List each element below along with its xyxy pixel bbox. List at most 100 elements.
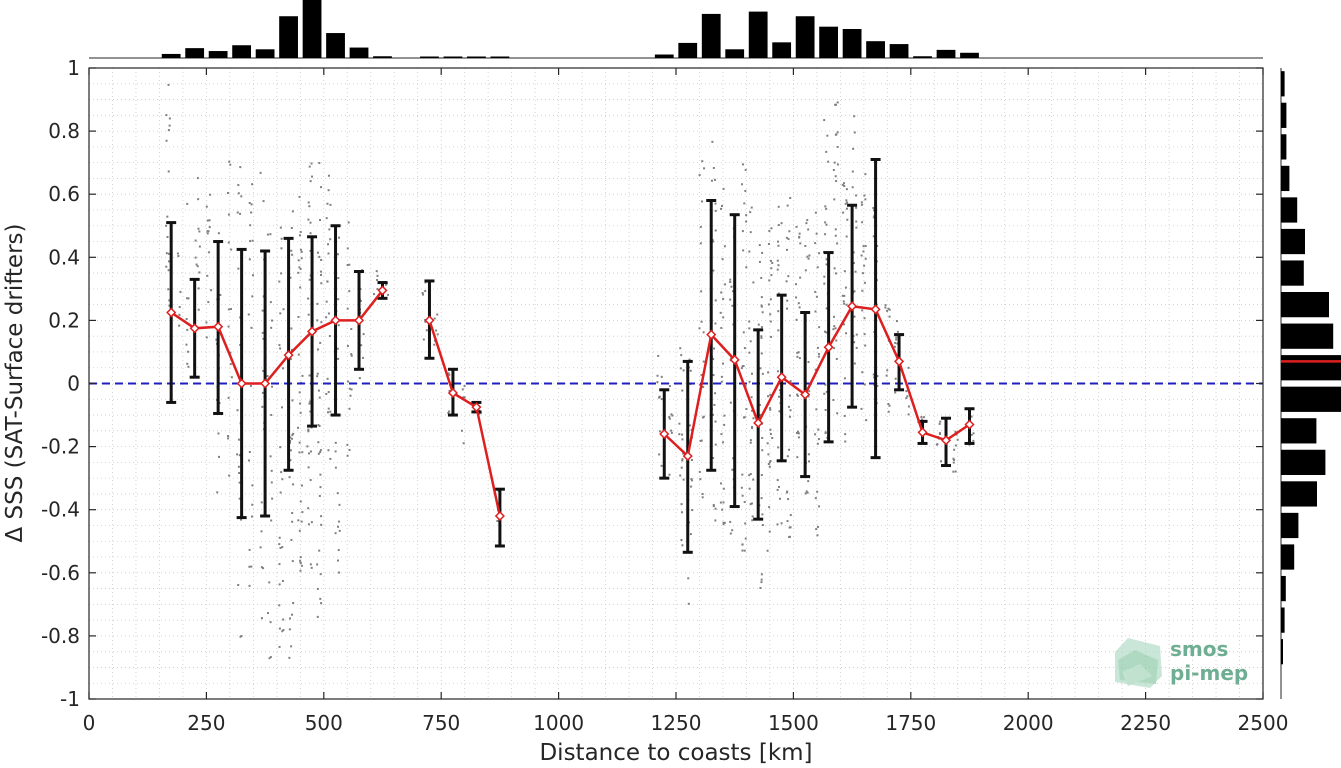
scatter-point <box>280 471 283 474</box>
scatter-point <box>198 271 201 274</box>
scatter-point <box>771 261 774 264</box>
scatter-point <box>745 266 748 269</box>
scatter-point <box>758 403 761 406</box>
scatter-point <box>796 393 799 396</box>
scatter-point <box>823 330 826 333</box>
scatter-point <box>297 271 300 274</box>
scatter-point <box>741 365 744 368</box>
scatter-point <box>789 514 792 517</box>
scatter-point <box>292 483 295 486</box>
scatter-point <box>861 289 864 292</box>
y-tick-label: 0.2 <box>48 308 80 332</box>
scatter-point <box>752 281 755 284</box>
scatter-point <box>448 389 451 392</box>
scatter-point <box>712 269 715 272</box>
scatter-point <box>714 202 717 205</box>
scatter-point <box>376 279 379 282</box>
scatter-point <box>348 290 351 293</box>
scatter-point <box>712 503 715 506</box>
scatter-point <box>373 293 376 296</box>
top-histogram-bar <box>772 42 792 58</box>
scatter-point <box>318 425 321 428</box>
scatter-point <box>853 290 856 293</box>
scatter-point <box>227 241 230 244</box>
scatter-point <box>768 465 771 468</box>
scatter-point <box>714 209 717 212</box>
scatter-point <box>334 466 337 469</box>
scatter-point <box>729 278 732 281</box>
scatter-point <box>185 343 188 346</box>
scatter-point <box>777 240 780 243</box>
scatter-point <box>282 618 285 621</box>
scatter-point <box>251 239 254 242</box>
scatter-point <box>197 198 200 201</box>
scatter-point <box>702 331 705 334</box>
scatter-point <box>251 295 254 298</box>
scatter-point <box>712 505 715 508</box>
scatter-point <box>291 560 294 563</box>
scatter-point <box>751 519 754 522</box>
scatter-point <box>317 441 320 444</box>
scatter-point <box>269 233 272 236</box>
scatter-point <box>954 470 957 473</box>
scatter-point <box>786 248 789 251</box>
scatter-point <box>742 163 745 166</box>
scatter-point <box>741 549 744 552</box>
scatter-point <box>768 506 771 509</box>
scatter-point <box>247 459 250 462</box>
scatter-point <box>742 249 745 252</box>
scatter-point <box>729 281 732 284</box>
top-histogram-bar <box>185 48 205 58</box>
scatter-point <box>219 293 222 296</box>
scatter-point <box>938 432 941 435</box>
scatter-point <box>863 264 866 267</box>
scatter-point <box>953 458 956 461</box>
scatter-point <box>197 287 200 290</box>
scatter-point <box>300 257 303 260</box>
scatter-point <box>970 415 973 418</box>
scatter-point <box>771 437 774 440</box>
scatter-point <box>248 201 251 204</box>
scatter-point <box>714 392 717 395</box>
scatter-point <box>318 396 321 399</box>
scatter-point <box>798 306 801 309</box>
scatter-point <box>905 390 908 393</box>
scatter-point <box>722 316 725 319</box>
scatter-point <box>749 441 752 444</box>
scatter-point <box>165 224 168 227</box>
scatter-point <box>346 454 349 457</box>
scatter-point <box>835 272 838 275</box>
scatter-point <box>824 205 827 208</box>
scatter-point <box>703 167 706 170</box>
scatter-point <box>722 501 725 504</box>
scatter-point <box>338 503 341 506</box>
top-histogram-bar <box>701 13 721 59</box>
scatter-point <box>308 278 311 281</box>
logo-line2: pi-mep <box>1170 661 1248 685</box>
scatter-point <box>722 441 725 444</box>
scatter-point <box>280 237 283 240</box>
scatter-point <box>888 315 891 318</box>
scatter-point <box>338 529 341 532</box>
scatter-point <box>832 399 835 402</box>
scatter-point <box>678 433 681 436</box>
scatter-point <box>780 222 783 225</box>
scatter-point <box>767 371 770 374</box>
scatter-point <box>320 186 323 189</box>
scatter-point <box>205 321 208 324</box>
scatter-point <box>320 282 323 285</box>
scatter-point <box>227 325 230 328</box>
mean-marker <box>377 285 388 296</box>
scatter-point <box>269 621 272 624</box>
scatter-point <box>297 353 300 356</box>
scatter-point <box>496 519 499 522</box>
scatter-point <box>384 283 387 286</box>
scatter-point <box>815 528 818 531</box>
scatter-point <box>278 604 281 607</box>
scatter-point <box>328 228 331 231</box>
scatter-point <box>702 360 705 363</box>
scatter-point <box>835 180 838 183</box>
mean-marker <box>260 378 271 389</box>
scatter-point <box>299 411 302 414</box>
scatter-point <box>206 219 209 222</box>
